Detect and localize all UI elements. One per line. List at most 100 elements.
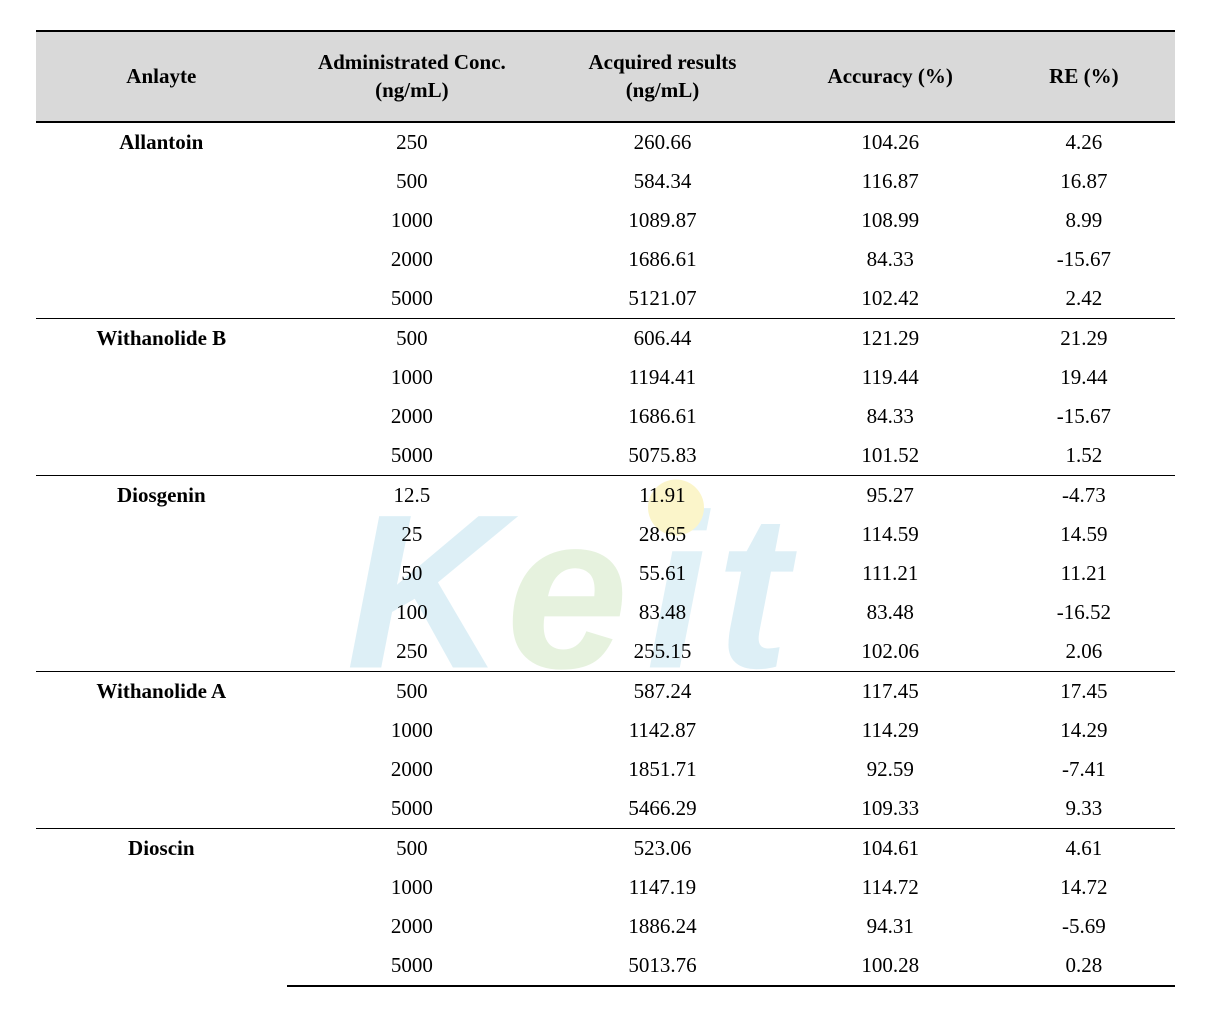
cell-analyte: Withanolide B bbox=[36, 318, 287, 475]
table-body: Allantoin250260.66104.264.26500584.34116… bbox=[36, 122, 1175, 986]
cell-conc: 1000 bbox=[287, 358, 538, 397]
cell-conc: 500 bbox=[287, 162, 538, 201]
table-row: Diosgenin12.511.9195.27-4.73 bbox=[36, 475, 1175, 515]
cell-accuracy: 121.29 bbox=[788, 318, 993, 358]
cell-conc: 500 bbox=[287, 828, 538, 868]
cell-conc: 500 bbox=[287, 318, 538, 358]
cell-conc: 1000 bbox=[287, 201, 538, 240]
cell-acquired: 5466.29 bbox=[537, 789, 788, 829]
cell-acquired: 1147.19 bbox=[537, 868, 788, 907]
table-row: Withanolide A500587.24117.4517.45 bbox=[36, 671, 1175, 711]
cell-acquired: 260.66 bbox=[537, 122, 788, 162]
cell-accuracy: 111.21 bbox=[788, 554, 993, 593]
table-row: Withanolide B500606.44121.2921.29 bbox=[36, 318, 1175, 358]
cell-acquired: 1142.87 bbox=[537, 711, 788, 750]
cell-acquired: 1686.61 bbox=[537, 240, 788, 279]
cell-re: 14.29 bbox=[993, 711, 1175, 750]
cell-acquired: 11.91 bbox=[537, 475, 788, 515]
cell-re: 9.33 bbox=[993, 789, 1175, 829]
cell-conc: 1000 bbox=[287, 711, 538, 750]
cell-acquired: 1886.24 bbox=[537, 907, 788, 946]
cell-accuracy: 114.59 bbox=[788, 515, 993, 554]
cell-acquired: 1686.61 bbox=[537, 397, 788, 436]
cell-acquired: 584.34 bbox=[537, 162, 788, 201]
cell-conc: 5000 bbox=[287, 946, 538, 986]
cell-conc: 2000 bbox=[287, 750, 538, 789]
cell-conc: 2000 bbox=[287, 907, 538, 946]
col-conc: Administrated Conc.(ng/mL) bbox=[287, 31, 538, 122]
cell-re: 2.06 bbox=[993, 632, 1175, 672]
cell-accuracy: 119.44 bbox=[788, 358, 993, 397]
cell-acquired: 1089.87 bbox=[537, 201, 788, 240]
table-header-row: Anlayte Administrated Conc.(ng/mL) Acqui… bbox=[36, 31, 1175, 122]
cell-re: -7.41 bbox=[993, 750, 1175, 789]
cell-re: 4.26 bbox=[993, 122, 1175, 162]
cell-accuracy: 102.06 bbox=[788, 632, 993, 672]
cell-re: -5.69 bbox=[993, 907, 1175, 946]
cell-accuracy: 109.33 bbox=[788, 789, 993, 829]
cell-re: -15.67 bbox=[993, 240, 1175, 279]
cell-conc: 250 bbox=[287, 122, 538, 162]
cell-acquired: 5075.83 bbox=[537, 436, 788, 476]
cell-acquired: 606.44 bbox=[537, 318, 788, 358]
cell-acquired: 55.61 bbox=[537, 554, 788, 593]
cell-re: 2.42 bbox=[993, 279, 1175, 319]
cell-conc: 50 bbox=[287, 554, 538, 593]
cell-conc: 500 bbox=[287, 671, 538, 711]
cell-accuracy: 114.72 bbox=[788, 868, 993, 907]
cell-conc: 2000 bbox=[287, 397, 538, 436]
cell-re: 19.44 bbox=[993, 358, 1175, 397]
cell-accuracy: 114.29 bbox=[788, 711, 993, 750]
cell-acquired: 255.15 bbox=[537, 632, 788, 672]
cell-acquired: 587.24 bbox=[537, 671, 788, 711]
cell-accuracy: 100.28 bbox=[788, 946, 993, 986]
col-accuracy: Accuracy (%) bbox=[788, 31, 993, 122]
cell-re: -4.73 bbox=[993, 475, 1175, 515]
cell-accuracy: 117.45 bbox=[788, 671, 993, 711]
cell-accuracy: 95.27 bbox=[788, 475, 993, 515]
cell-conc: 5000 bbox=[287, 436, 538, 476]
cell-acquired: 5121.07 bbox=[537, 279, 788, 319]
cell-re: 1.52 bbox=[993, 436, 1175, 476]
accuracy-table: Anlayte Administrated Conc.(ng/mL) Acqui… bbox=[36, 30, 1175, 987]
col-re: RE (%) bbox=[993, 31, 1175, 122]
cell-accuracy: 101.52 bbox=[788, 436, 993, 476]
cell-acquired: 1194.41 bbox=[537, 358, 788, 397]
cell-re: 17.45 bbox=[993, 671, 1175, 711]
cell-re: 0.28 bbox=[993, 946, 1175, 986]
cell-re: 14.72 bbox=[993, 868, 1175, 907]
cell-accuracy: 83.48 bbox=[788, 593, 993, 632]
cell-re: 21.29 bbox=[993, 318, 1175, 358]
cell-conc: 2000 bbox=[287, 240, 538, 279]
cell-accuracy: 84.33 bbox=[788, 240, 993, 279]
cell-acquired: 83.48 bbox=[537, 593, 788, 632]
cell-conc: 250 bbox=[287, 632, 538, 672]
cell-re: -15.67 bbox=[993, 397, 1175, 436]
cell-conc: 25 bbox=[287, 515, 538, 554]
cell-analyte: Allantoin bbox=[36, 122, 287, 319]
table-row: Dioscin500523.06104.614.61 bbox=[36, 828, 1175, 868]
cell-re: 8.99 bbox=[993, 201, 1175, 240]
cell-accuracy: 84.33 bbox=[788, 397, 993, 436]
cell-accuracy: 92.59 bbox=[788, 750, 993, 789]
cell-re: 4.61 bbox=[993, 828, 1175, 868]
cell-accuracy: 104.61 bbox=[788, 828, 993, 868]
cell-accuracy: 108.99 bbox=[788, 201, 993, 240]
cell-conc: 1000 bbox=[287, 868, 538, 907]
cell-acquired: 5013.76 bbox=[537, 946, 788, 986]
cell-analyte: Dioscin bbox=[36, 828, 287, 986]
cell-analyte: Diosgenin bbox=[36, 475, 287, 671]
cell-conc: 12.5 bbox=[287, 475, 538, 515]
cell-re: 16.87 bbox=[993, 162, 1175, 201]
cell-re: 11.21 bbox=[993, 554, 1175, 593]
col-analyte: Anlayte bbox=[36, 31, 287, 122]
cell-analyte: Withanolide A bbox=[36, 671, 287, 828]
cell-conc: 100 bbox=[287, 593, 538, 632]
cell-acquired: 523.06 bbox=[537, 828, 788, 868]
cell-accuracy: 94.31 bbox=[788, 907, 993, 946]
cell-conc: 5000 bbox=[287, 789, 538, 829]
cell-acquired: 1851.71 bbox=[537, 750, 788, 789]
cell-accuracy: 116.87 bbox=[788, 162, 993, 201]
cell-accuracy: 104.26 bbox=[788, 122, 993, 162]
cell-acquired: 28.65 bbox=[537, 515, 788, 554]
